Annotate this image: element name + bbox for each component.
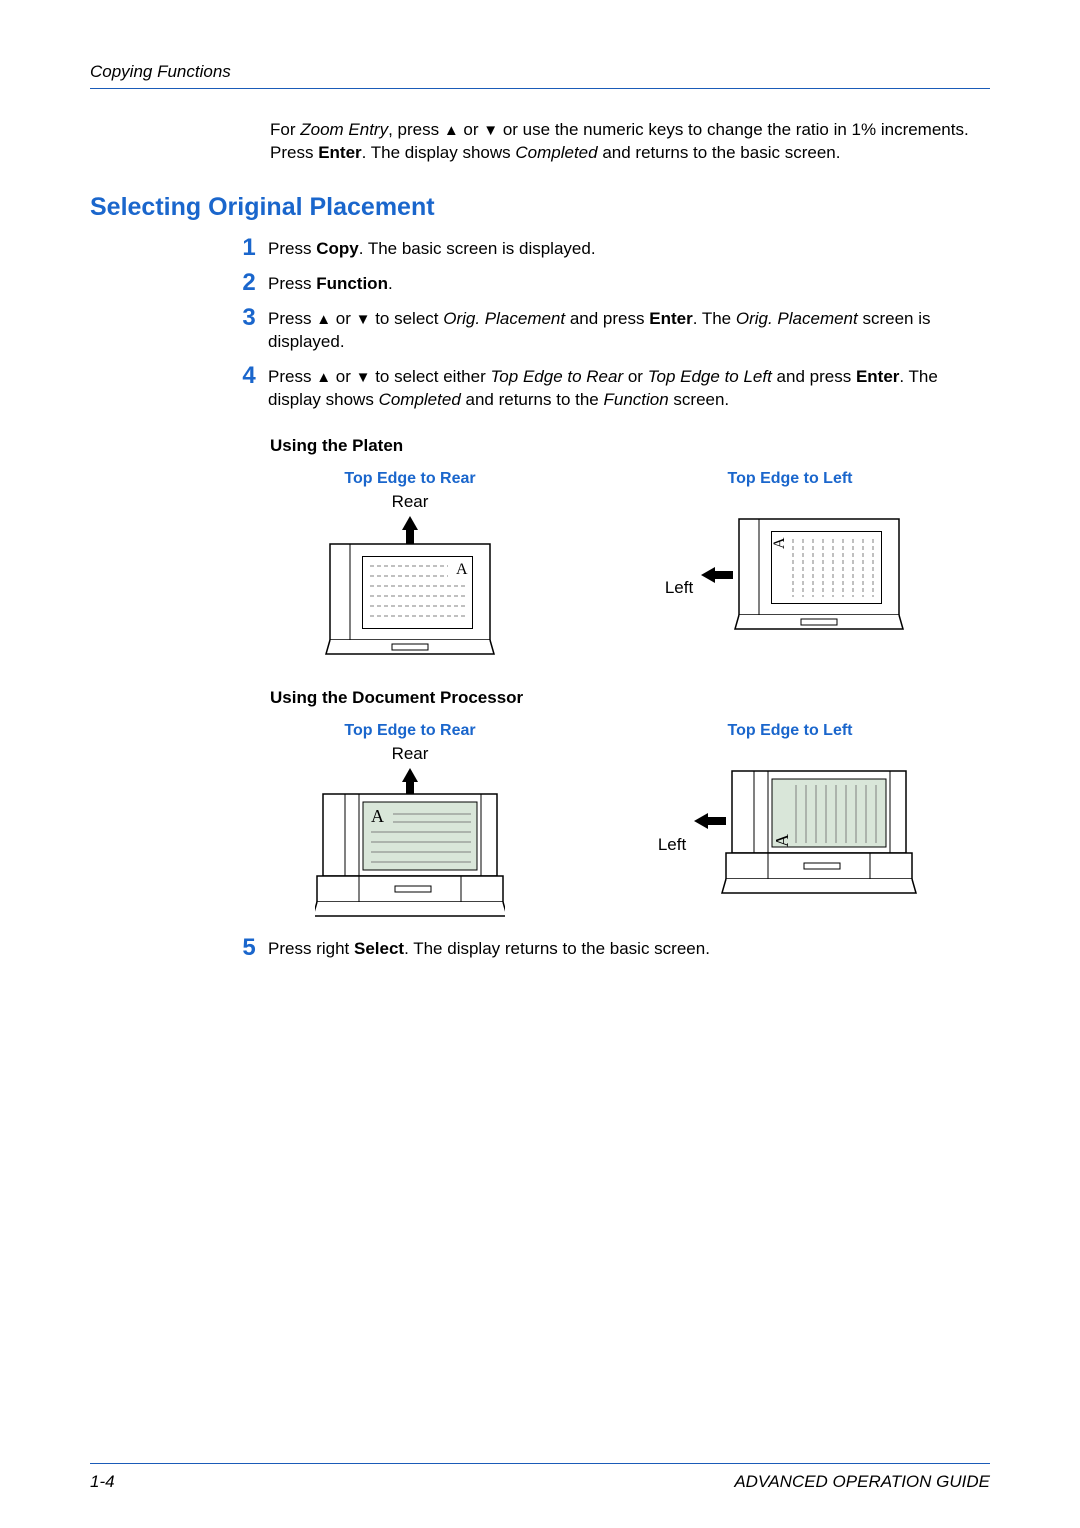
doc-left-diagram: A: [692, 765, 922, 925]
up-triangle-icon: ▲: [316, 369, 331, 386]
svg-text:A: A: [772, 834, 792, 847]
header-section: Copying Functions: [90, 62, 990, 82]
rear-label: Rear: [392, 492, 429, 512]
up-triangle-icon: ▲: [444, 122, 459, 139]
down-triangle-icon: ▼: [356, 369, 371, 386]
platen-diagrams: Top Edge to Rear Rear: [270, 470, 990, 664]
step-number: 4: [230, 364, 268, 388]
footer-guide: ADVANCED OPERATION GUIDE: [734, 1472, 990, 1492]
section-heading: Selecting Original Placement: [90, 193, 990, 222]
step-number: 3: [230, 306, 268, 330]
svg-text:A: A: [771, 537, 788, 549]
svg-text:A: A: [456, 561, 468, 578]
doc-left-col: Top Edge to Left Left A: [650, 722, 930, 925]
step-body: Press ▲ or ▼ to select either Top Edge t…: [268, 364, 990, 412]
step-number: 5: [230, 936, 268, 960]
step-4: 4 Press ▲ or ▼ to select either Top Edge…: [230, 364, 990, 412]
rear-label: Rear: [392, 744, 429, 764]
step-number: 1: [230, 236, 268, 260]
step-5: 5 Press right Select. The display return…: [230, 936, 990, 961]
doc-rear-col: Top Edge to Rear Rear A: [270, 722, 550, 926]
platen-rear-col: Top Edge to Rear Rear: [270, 470, 550, 664]
platen-left-col: Top Edge to Left Left A: [650, 470, 930, 663]
intro-paragraph: For Zoom Entry, press ▲ or ▼ or use the …: [270, 119, 990, 165]
platen-left-diagram: A: [699, 513, 915, 663]
up-triangle-icon: ▲: [316, 311, 331, 328]
subheading-doc-processor: Using the Document Processor: [270, 688, 990, 708]
doc-processor-diagrams: Top Edge to Rear Rear A: [270, 722, 990, 926]
step-body: Press Function.: [268, 271, 393, 296]
page-number: 1-4: [90, 1472, 115, 1492]
step-1: 1 Press Copy. The basic screen is displa…: [230, 236, 990, 261]
diag-title-rear: Top Edge to Rear: [344, 470, 475, 488]
step-body: Press right Select. The display returns …: [268, 936, 710, 961]
step-body: Press ▲ or ▼ to select Orig. Placement a…: [268, 306, 990, 354]
step-3: 3 Press ▲ or ▼ to select Orig. Placement…: [230, 306, 990, 354]
step-body: Press Copy. The basic screen is displaye…: [268, 236, 596, 261]
down-triangle-icon: ▼: [483, 122, 498, 139]
down-triangle-icon: ▼: [356, 311, 371, 328]
subheading-platen: Using the Platen: [270, 436, 990, 456]
diag-title-left: Top Edge to Left: [727, 470, 852, 488]
left-label: Left: [658, 835, 686, 855]
step-number: 2: [230, 271, 268, 295]
step-2: 2 Press Function.: [230, 271, 990, 296]
footer: 1-4 ADVANCED OPERATION GUIDE: [90, 1472, 990, 1492]
diag-title-rear: Top Edge to Rear: [344, 722, 475, 740]
platen-rear-diagram: A: [322, 514, 498, 664]
diag-title-left: Top Edge to Left: [727, 722, 852, 740]
top-rule: [90, 88, 990, 89]
bottom-rule: [90, 1463, 990, 1464]
doc-rear-diagram: A: [315, 766, 505, 926]
left-label: Left: [665, 578, 693, 598]
svg-text:A: A: [371, 806, 384, 826]
